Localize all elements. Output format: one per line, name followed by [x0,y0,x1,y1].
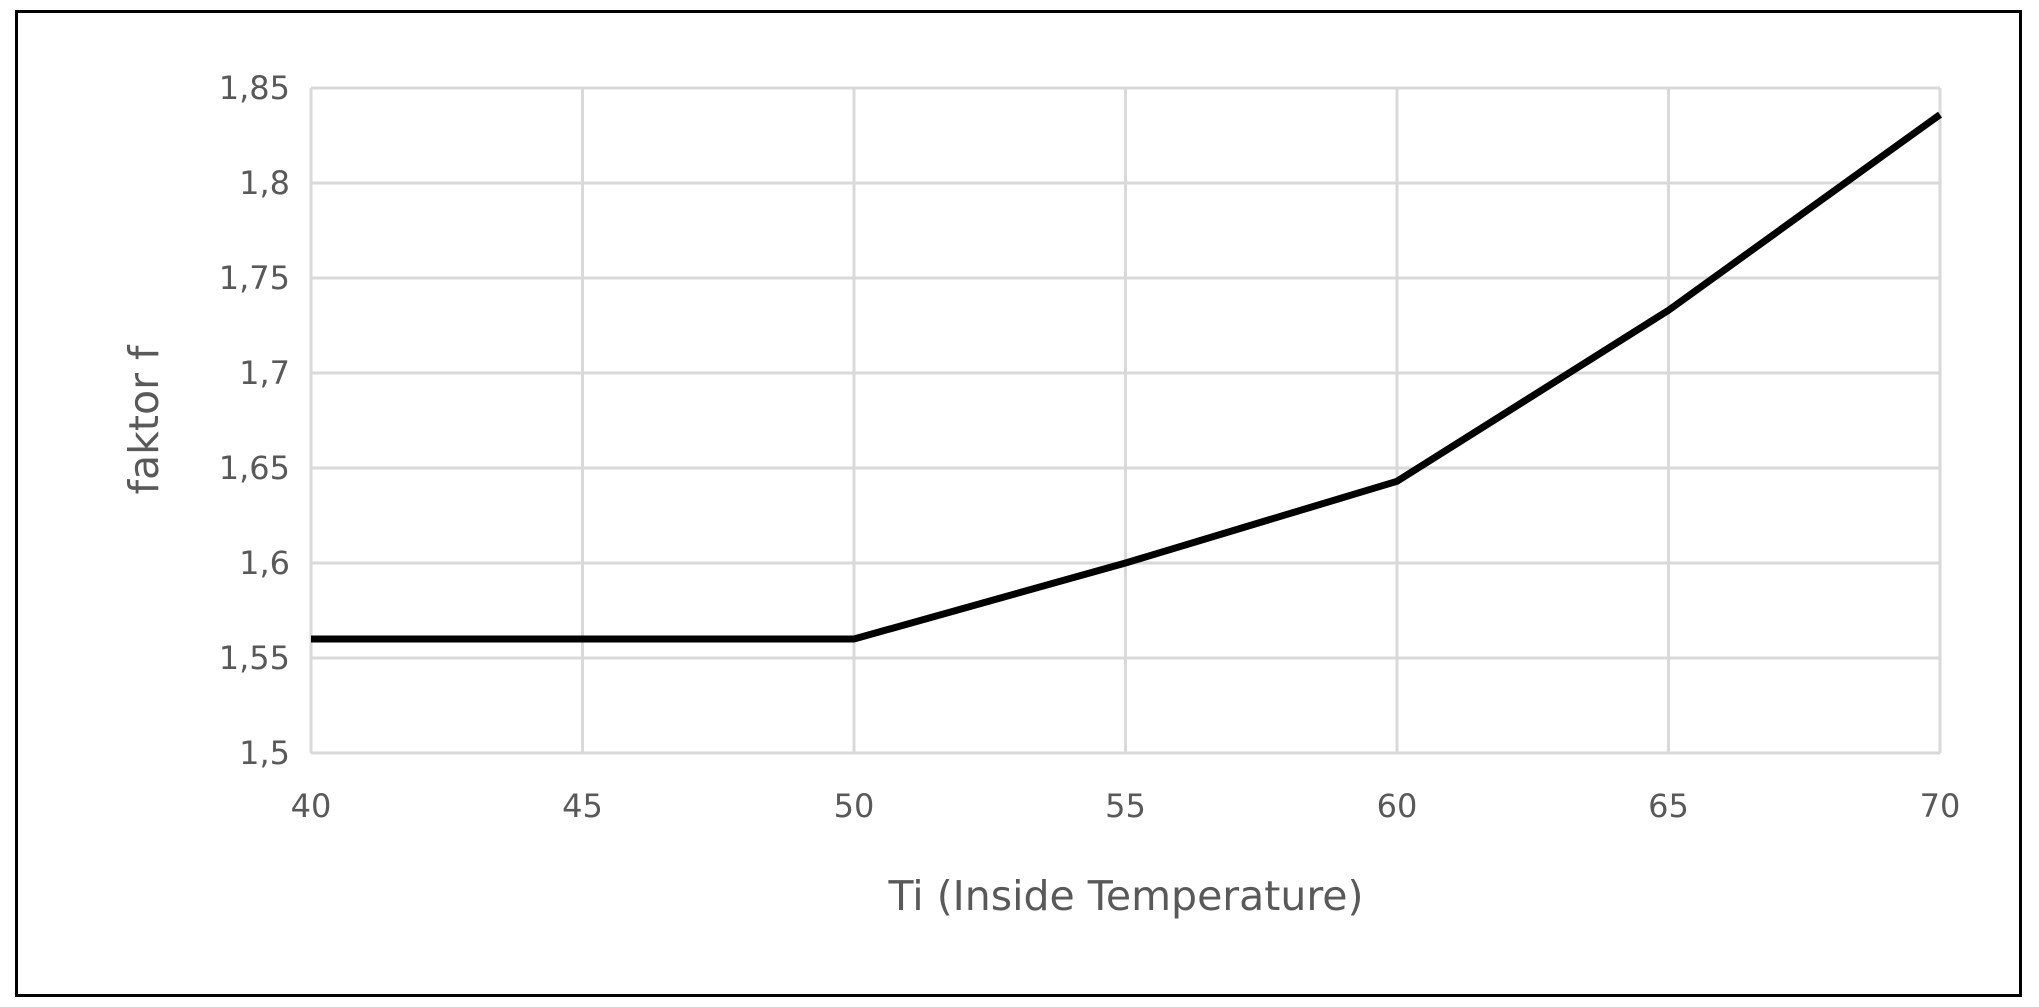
tick-labels: 1,5 1,55 1,6 1,65 1,7 1,75 1,8 1,85 40 45 50 55 60 65… [219,69,1961,825]
chart-frame [15,10,2022,997]
y-tick-label: 1,65 [219,449,290,487]
x-tick-label: 55 [1105,787,1146,825]
x-tick-label: 60 [1377,787,1418,825]
x-tick-label: 70 [1920,787,1961,825]
series-layer [311,111,1943,643]
x-tick-label: 65 [1648,787,1689,825]
x-tick-label: 50 [834,787,875,825]
y-tick-label: 1,85 [219,69,290,107]
x-tick-label: 40 [291,787,332,825]
y-tick-label: 1,55 [219,639,290,677]
x-tick-label: 45 [562,787,603,825]
y-axis-title: faktor f [120,344,168,494]
y-tick-label: 1,75 [219,259,290,297]
gridlines [309,86,1942,753]
y-tick-label: 1,6 [239,544,290,582]
y-tick-label: 1,5 [239,734,290,772]
x-axis-title: Ti (Inside Temperature) [887,872,1363,920]
y-tick-label: 1,8 [239,164,290,202]
series-line [311,111,1943,643]
y-tick-label: 1,7 [239,354,290,392]
